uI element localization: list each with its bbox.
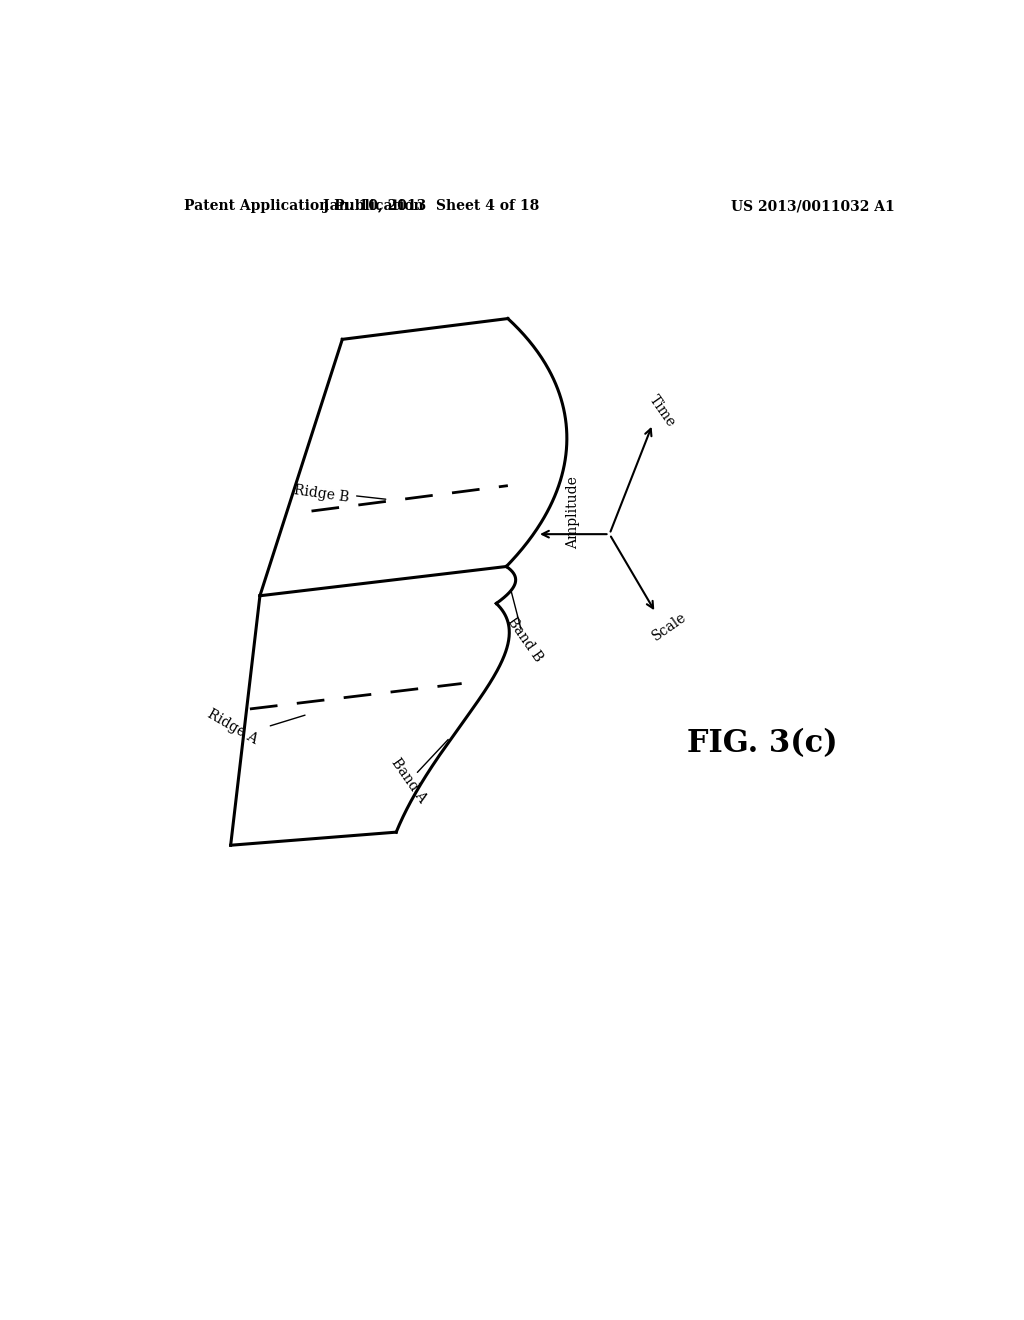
Text: Amplitude: Amplitude	[566, 477, 581, 549]
Text: Band A: Band A	[389, 756, 430, 805]
Text: Ridge A: Ridge A	[205, 706, 260, 747]
Polygon shape	[260, 318, 567, 595]
Text: Patent Application Publication: Patent Application Publication	[184, 199, 424, 213]
Text: Jan. 10, 2013  Sheet 4 of 18: Jan. 10, 2013 Sheet 4 of 18	[323, 199, 539, 213]
Text: Band B: Band B	[505, 615, 545, 664]
Text: Ridge B: Ridge B	[293, 483, 350, 506]
Text: FIG. 3(c): FIG. 3(c)	[687, 729, 838, 759]
Polygon shape	[230, 566, 516, 845]
Text: Scale: Scale	[650, 610, 689, 643]
Text: US 2013/0011032 A1: US 2013/0011032 A1	[731, 199, 895, 213]
Text: Time: Time	[646, 392, 678, 429]
